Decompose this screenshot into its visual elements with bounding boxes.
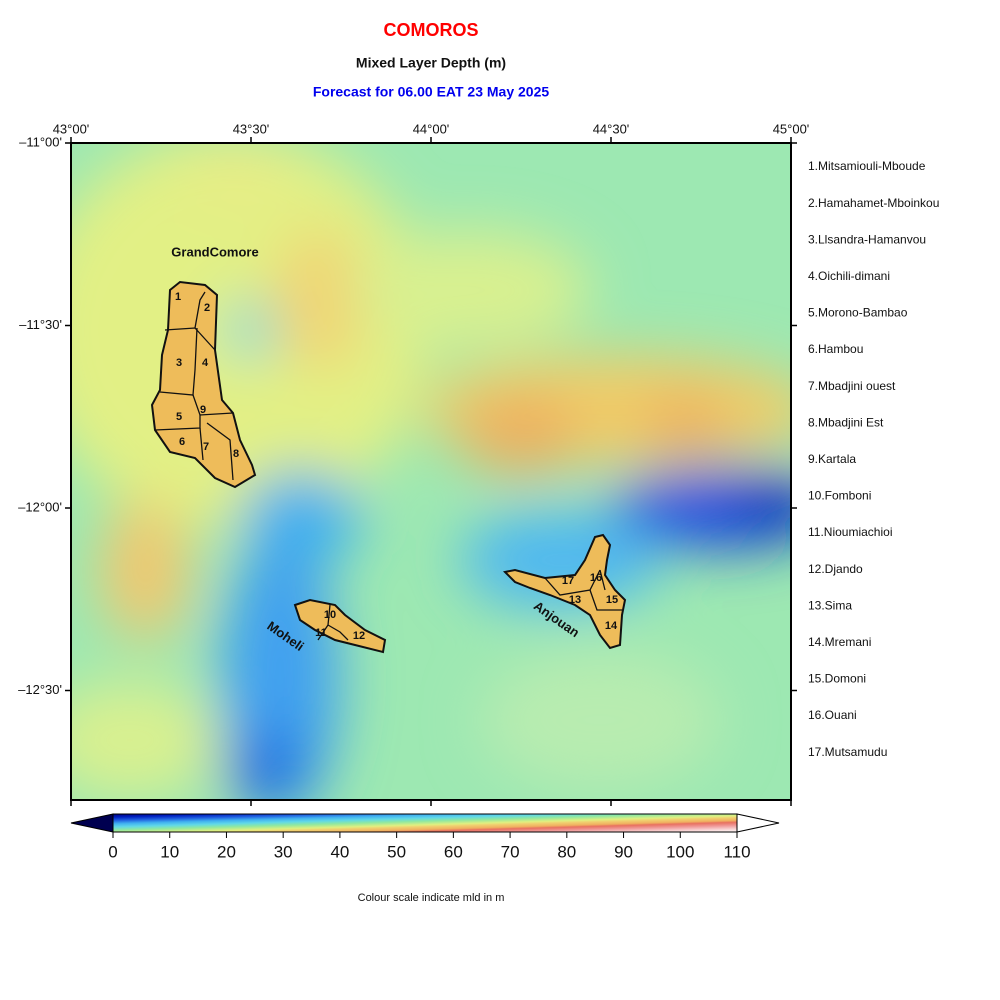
lat-tick-label: –11°30' xyxy=(19,317,62,332)
region-number: 15 xyxy=(606,594,618,606)
region-legend-entry: 9.Kartala xyxy=(808,452,856,466)
region-legend-entry: 8.Mbadjini Est xyxy=(808,415,884,429)
grand-comore xyxy=(150,280,257,489)
region-legend-entry: 15.Domoni xyxy=(808,672,866,686)
lat-tick-label: –12°00' xyxy=(18,499,62,514)
lon-tick-label: 44°30' xyxy=(593,121,630,136)
region-legend-entry: 12.Djando xyxy=(808,562,863,576)
subtitle: Mixed Layer Depth (m) xyxy=(356,55,506,71)
region-number: 4 xyxy=(202,357,209,369)
anjouan xyxy=(502,533,627,650)
lon-tick-label: 43°00' xyxy=(53,121,90,136)
lon-tick-label: 45°00' xyxy=(773,121,810,136)
lon-tick-label: 43°30' xyxy=(233,121,270,136)
colorbar-tick-label: 10 xyxy=(160,842,179,861)
region-legend-entry: 13.Sima xyxy=(808,598,852,612)
region-number: 8 xyxy=(233,448,239,460)
region-number: 3 xyxy=(176,357,182,369)
lon-tick-label: 44°00' xyxy=(413,121,450,136)
lat-tick-label: –12°30' xyxy=(18,682,62,697)
region-legend-entry: 16.Ouani xyxy=(808,708,857,722)
mld-field xyxy=(71,143,791,800)
colorbar-high-arrow xyxy=(736,813,780,833)
region-number: 9 xyxy=(200,404,206,416)
region-legend-entry: 14.Mremani xyxy=(808,635,871,649)
colorbar-low-arrow xyxy=(70,813,114,833)
island-label: GrandComore xyxy=(171,244,258,259)
region-number: 17 xyxy=(562,575,574,587)
region-legend-entry: 17.Mutsamudu xyxy=(808,745,887,759)
region-legend-entry: 2.Hamahamet-Mboinkou xyxy=(808,196,939,210)
region-legend-entry: 5.Morono-Bambao xyxy=(808,306,908,320)
lat-tick-label: –11°00' xyxy=(19,134,62,149)
moheli xyxy=(293,598,387,654)
forecast: Forecast for 06.00 EAT 23 May 2025 xyxy=(313,84,550,100)
colorbar-tick-label: 20 xyxy=(217,842,236,861)
region-number: 11 xyxy=(315,627,327,639)
colorbar-tick-label: 60 xyxy=(444,842,463,861)
title: COMOROS xyxy=(383,20,478,40)
region-number: 2 xyxy=(204,302,210,314)
colorbar-caption: Colour scale indicate mld in m xyxy=(358,892,505,904)
colorbar-tick-label: 110 xyxy=(723,842,750,861)
region-number: 10 xyxy=(324,609,336,621)
colorbar-tick-label: 70 xyxy=(501,842,520,861)
region-number: 6 xyxy=(179,436,185,448)
colorbar-tick-label: 40 xyxy=(330,842,349,861)
region-number: 14 xyxy=(605,620,618,632)
colorbar-tick-label: 0 xyxy=(108,842,117,861)
region-number: 13 xyxy=(569,594,581,606)
colorbar-tick-label: 30 xyxy=(274,842,293,861)
colorbar-tick-label: 100 xyxy=(666,842,694,861)
region-number: 7 xyxy=(203,441,209,453)
colorbar-tick-label: 80 xyxy=(557,842,576,861)
colorbar-tick-label: 50 xyxy=(387,842,406,861)
colorbar-tick-label: 90 xyxy=(614,842,633,861)
region-legend-entry: 11.Nioumiachioi xyxy=(808,525,893,539)
region-legend-entry: 10.Fomboni xyxy=(808,489,871,503)
region-number: 5 xyxy=(176,411,182,423)
islands xyxy=(150,280,627,654)
colorbar-body xyxy=(112,813,738,833)
region-legend-entry: 1.Mitsamiouli-Mboude xyxy=(808,159,926,173)
region-number: 1 xyxy=(175,291,181,303)
region-number: 12 xyxy=(353,630,365,642)
region-legend-entry: 7.Mbadjini ouest xyxy=(808,379,896,393)
region-borders xyxy=(154,291,622,641)
colorbar xyxy=(70,813,780,833)
region-number: 16 xyxy=(590,572,602,584)
region-legend-entry: 4.Oichili-dimani xyxy=(808,269,890,283)
region-legend-entry: 3.Llsandra-Hamanvou xyxy=(808,232,926,246)
region-legend-entry: 6.Hambou xyxy=(808,342,863,356)
